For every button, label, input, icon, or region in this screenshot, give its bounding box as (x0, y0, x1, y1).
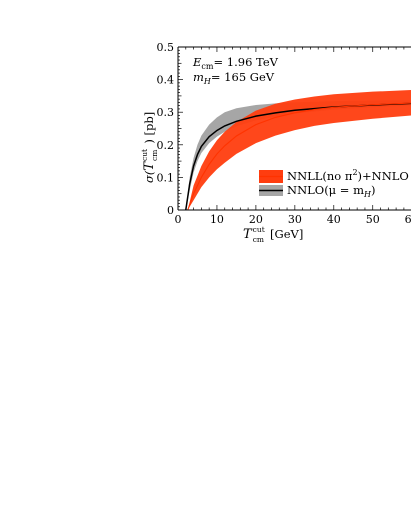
series-line-nnll (187, 102, 411, 210)
x-axis-title: Tcut cm [GeV] (243, 225, 303, 244)
y-axis-suffix: ) [pb] (142, 112, 156, 144)
x-axis-sup: cut (253, 225, 265, 234)
legend-label-nnll: NNLL(no π2)+NNLO (287, 168, 409, 183)
legend-label-nnlo: NNLO(μ = mH) (287, 183, 376, 199)
energy-subscript: cm (201, 62, 213, 71)
legend-nnll-prefix: NNLL(no π (287, 169, 353, 183)
legend-nnll-sup: 2 (352, 168, 357, 177)
line-layer (185, 102, 411, 210)
y-tick-label: 0.3 (157, 106, 175, 119)
x-tick-label: 10 (210, 213, 224, 226)
y-axis-sub: cm (150, 150, 159, 161)
y-tick-label: 0.1 (157, 171, 175, 184)
x-tick-label: 60 (405, 213, 411, 226)
legend: NNLL(no π2)+NNLO NNLO(μ = mH) (259, 168, 409, 199)
energy-value: = 1.96 TeV (213, 55, 278, 69)
x-tick-label: 30 (288, 213, 302, 226)
y-tick-label: 0 (167, 204, 174, 217)
axes (177, 46, 411, 211)
x-tick-label: 50 (366, 213, 380, 226)
x-tick-label: 0 (175, 213, 182, 226)
x-axis-unit: [GeV] (270, 227, 303, 241)
y-tick-label: 0.5 (157, 41, 175, 54)
legend-nnlo-suffix: ) (371, 183, 376, 197)
mass-symbol: m (193, 70, 204, 84)
legend-nnll-suffix: )+NNLO (358, 169, 409, 183)
x-axis-sub: cm (253, 235, 264, 244)
x-tick-label: 20 (249, 213, 263, 226)
energy-symbol: E (192, 55, 202, 69)
y-axis-title: σ(Tcutcm ) [pb] (140, 112, 159, 183)
y-axis-sup: cut (140, 149, 149, 161)
mass-value: = 165 GeV (211, 70, 275, 84)
y-tick-label: 0.4 (157, 74, 175, 87)
x-axis-symbol: T (243, 227, 253, 242)
y-axis-prefix: σ( (142, 170, 156, 183)
higgs-mass-annotation: mH= 165 GeV (193, 70, 275, 86)
y-axis-title-group: σ(Tcutcm ) [pb] (140, 112, 159, 183)
legend-nnlo-prefix: NNLO(μ = m (287, 183, 364, 197)
legend-nnlo-sub: H (363, 190, 372, 199)
energy-annotation: Ecm= 1.96 TeV (192, 55, 279, 71)
y-axis-symbol: T (142, 161, 157, 171)
y-tick-label: 0.2 (157, 139, 175, 152)
mass-subscript: H (203, 77, 212, 86)
x-tick-label: 40 (327, 213, 341, 226)
tick-labels: 00.10.20.30.40.5010203040506070 (157, 41, 411, 226)
